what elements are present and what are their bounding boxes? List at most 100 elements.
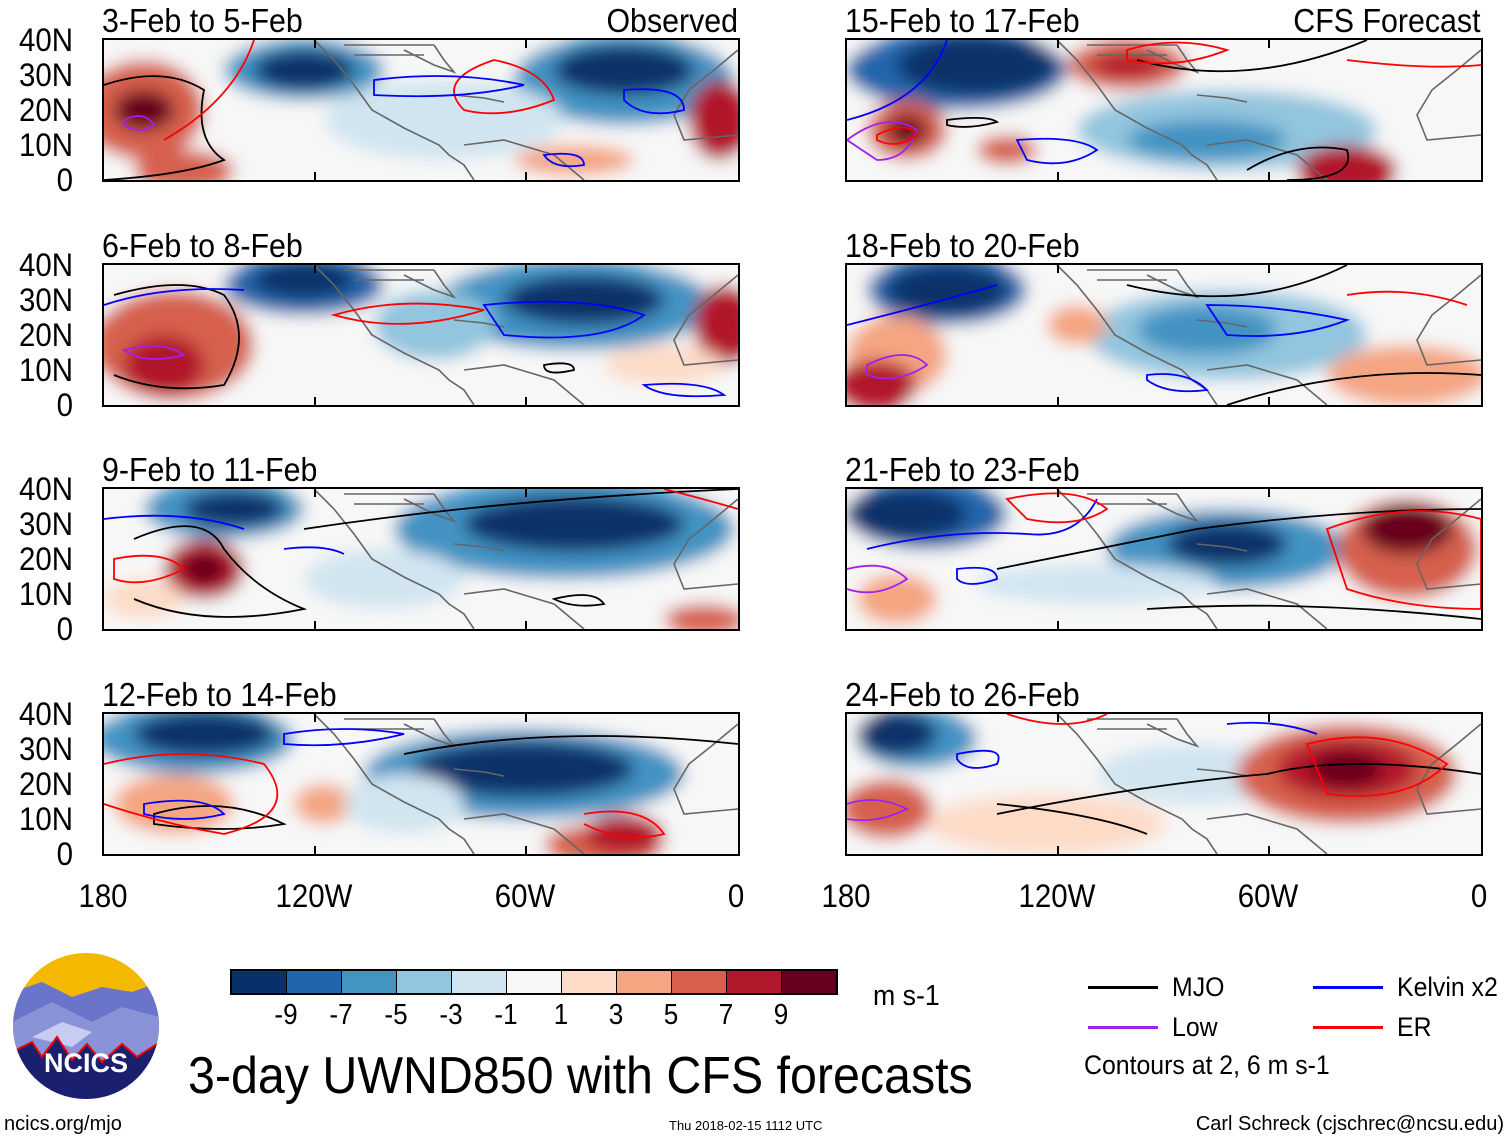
contour-k [1146, 604, 1481, 620]
contour-p [847, 564, 909, 594]
panel-title: 24-Feb to 26-Feb [845, 676, 1080, 713]
contour-b [1226, 721, 1318, 735]
x-tick-label: 120W [1018, 878, 1096, 914]
wind-anomaly-region [134, 714, 274, 756]
coastline [313, 489, 738, 629]
colorbar-swatch [672, 971, 727, 993]
legend-label: Kelvin x2 [1397, 972, 1498, 1002]
panel-title: 12-Feb to 14-Feb [102, 676, 337, 713]
contour-r [330, 302, 485, 325]
x-tick-label: 180 [821, 878, 871, 914]
contour-k [551, 594, 606, 607]
contour-p [847, 799, 910, 822]
contour-b [1015, 137, 1099, 165]
wind-anomaly-region [847, 779, 932, 839]
contour-r [1346, 290, 1468, 306]
ncics-logo: NCICS [12, 952, 160, 1105]
legend-label: Low [1172, 1012, 1218, 1042]
colorbar-swatch [507, 971, 562, 993]
y-tick-label: 0 [56, 387, 73, 423]
wind-anomaly-region [977, 135, 1037, 165]
wind-anomaly-region [184, 554, 224, 584]
contour-k [1136, 40, 1368, 73]
coastline [1056, 714, 1481, 854]
wind-anomaly-region [584, 814, 664, 854]
y-tick-label: 40N [18, 471, 73, 507]
wind-anomaly-region [114, 90, 174, 130]
y-tick-label: 30N [18, 731, 73, 767]
contour-r [104, 753, 279, 835]
contour-p [847, 121, 919, 161]
wind-anomaly-region [977, 564, 1217, 604]
wind-anomaly-region [664, 604, 738, 629]
wind-anomaly-region [1327, 345, 1481, 405]
colorbar-swatch [232, 971, 287, 993]
x-tick-label: 60W [1237, 878, 1299, 914]
contour-b [143, 799, 226, 820]
contour-b [956, 749, 1000, 769]
contour-b [283, 728, 405, 747]
colorbar-label: -9 [274, 999, 298, 1031]
wind-anomaly-region [344, 774, 464, 834]
legend-label: ER [1397, 1012, 1432, 1042]
colorbar-swatch [562, 971, 617, 993]
y-tick-label: 10N [18, 127, 73, 163]
y-tick-label: 20N [18, 92, 73, 128]
contour-k [996, 508, 1481, 570]
contour-b [847, 284, 998, 326]
colorbar: -9 -7 -5 -3 -1 1 3 5 7 9 [230, 969, 838, 1035]
x-tick-label: 0 [727, 878, 745, 914]
wind-anomaly-region [1362, 504, 1452, 554]
contour-r [113, 554, 186, 584]
contour-r [1346, 59, 1481, 68]
map-panel [102, 38, 740, 182]
x-tick-label: 180 [78, 878, 128, 914]
wind-anomaly-region [254, 265, 354, 298]
footer-timestamp: Thu 2018-02-15 1112 UTC [669, 1118, 823, 1133]
legend-line-er [1313, 1026, 1383, 1029]
y-tick-label: 20N [18, 541, 73, 577]
contour-k [543, 362, 575, 374]
wind-anomaly-region [1127, 120, 1287, 160]
contour-r [1325, 510, 1481, 610]
contour-b [1146, 373, 1209, 393]
colorbar-swatch [342, 971, 397, 993]
legend-line-mjo [1088, 986, 1158, 989]
wind-anomaly-region [927, 794, 1167, 854]
colorbar-label: 9 [773, 999, 789, 1031]
contour-k [104, 75, 226, 180]
legend-line-low [1088, 1026, 1158, 1029]
wind-anomaly-region [504, 275, 664, 325]
wind-anomaly-region [114, 774, 234, 834]
contour-r [583, 810, 666, 839]
y-tick-label: 0 [56, 836, 73, 872]
colorbar-swatch [287, 971, 342, 993]
figure-title: 3-day UWND850 with CFS forecasts [188, 1047, 973, 1105]
panel-tag: CFS Forecast [1293, 2, 1481, 39]
wind-anomaly-region [1092, 53, 1162, 77]
footer-url[interactable]: ncics.org/mjo [4, 1113, 122, 1135]
wind-anomaly-region [184, 491, 284, 527]
wind-anomaly-region [514, 145, 634, 175]
contour-p [123, 115, 156, 131]
y-tick-label: 10N [18, 352, 73, 388]
y-tick-label: 20N [18, 766, 73, 802]
wind-anomaly-region [1137, 305, 1277, 355]
contour-k [1226, 372, 1481, 405]
map-panel [102, 263, 740, 407]
contour-k [1126, 265, 1348, 298]
contour-r [453, 59, 556, 115]
wind-anomaly-region [414, 741, 634, 797]
wind-anomaly-region [857, 574, 937, 624]
panel-title: 3-Feb to 5-Feb [102, 2, 303, 39]
colorbar-swatch [727, 971, 782, 993]
wind-anomaly-region [1047, 305, 1107, 345]
legend-label: MJO [1172, 972, 1225, 1002]
contour-b [104, 288, 245, 306]
contour-p [121, 345, 187, 360]
wind-anomaly-region [254, 50, 354, 90]
wind-anomaly-region [464, 496, 684, 552]
y-tick-label: 20N [18, 317, 73, 353]
panel-title: 6-Feb to 8-Feb [102, 227, 303, 264]
contour-b [623, 88, 685, 115]
